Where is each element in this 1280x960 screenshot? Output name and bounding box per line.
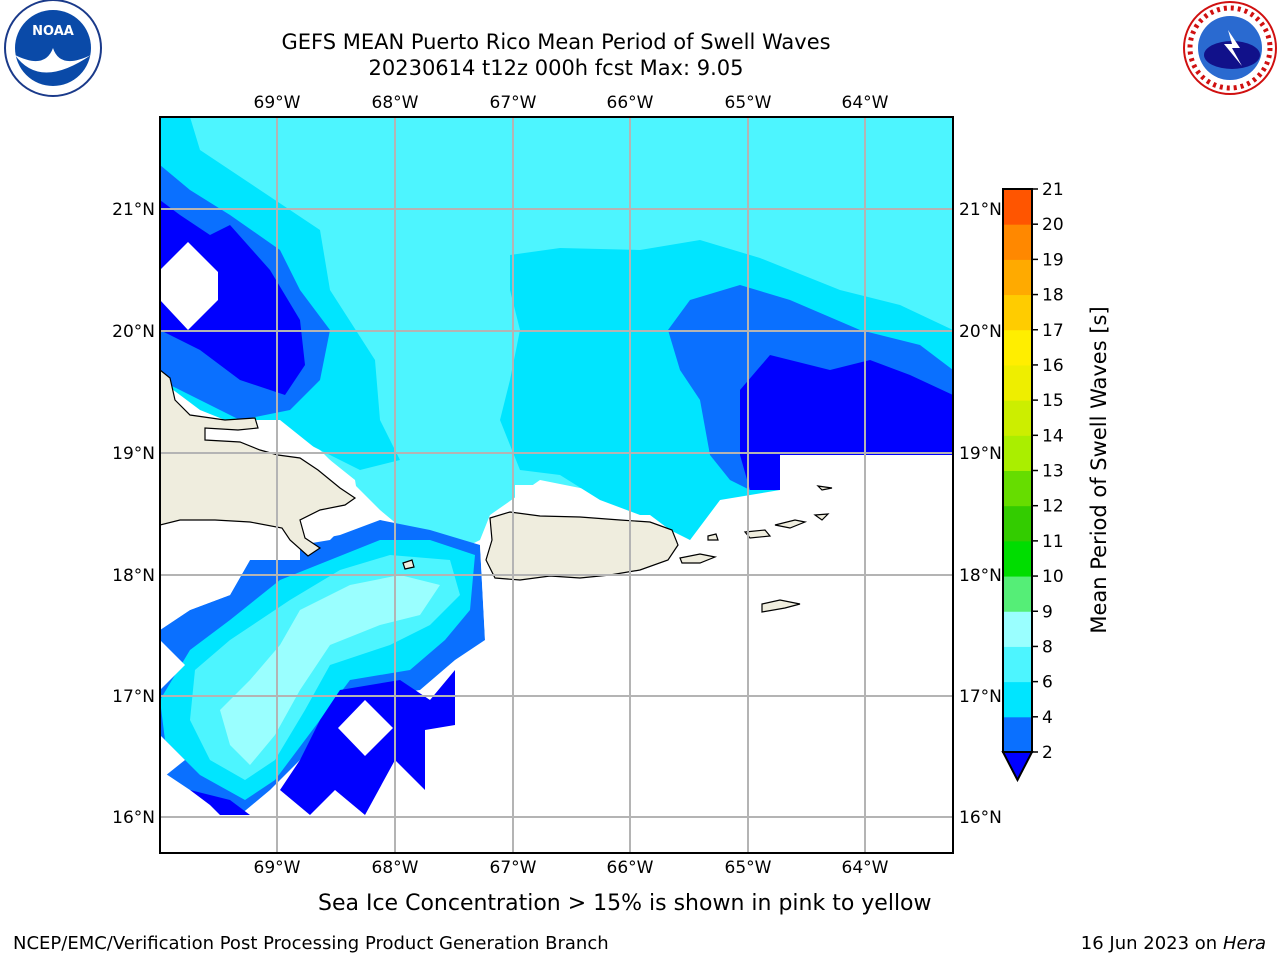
contour-under-2 xyxy=(190,790,250,815)
swell-period-field xyxy=(160,117,953,853)
colorbar-tick-label: 4 xyxy=(1042,708,1053,728)
colorbar: 2 4 6 8 9 10 11 12 13 14 15 16 17 18 19 20 21 xyxy=(1001,180,1064,783)
noaa-logo: NOAA xyxy=(4,0,102,97)
colorbar-tick-label: 9 xyxy=(1042,602,1053,622)
lon-label-top: 64°W xyxy=(842,93,889,113)
lon-label-top: 66°W xyxy=(607,93,654,113)
colorbar-segment xyxy=(1003,681,1032,718)
colorbar-segment xyxy=(1003,224,1032,260)
host-name: Hera xyxy=(1222,933,1266,954)
colorbar-segment xyxy=(1003,400,1032,436)
land-mona xyxy=(402,559,415,570)
lat-label-right: 20°N xyxy=(959,322,1002,342)
colorbar-tick-label: 16 xyxy=(1042,356,1064,376)
colorbar-label: Mean Period of Swell Waves [s] xyxy=(1087,306,1111,633)
land-virgin-islands xyxy=(707,485,833,541)
colorbar-segment xyxy=(1003,364,1032,401)
no-data-area xyxy=(160,735,185,780)
colorbar-tick-label: 15 xyxy=(1042,391,1064,411)
colorbar-tick-label: 2 xyxy=(1042,743,1053,763)
no-data-area xyxy=(338,700,393,756)
sea-ice-note: Sea Ice Concentration > 15% is shown in … xyxy=(318,891,932,916)
lon-label-top: 67°W xyxy=(490,93,537,113)
land-st-croix xyxy=(761,599,801,613)
lat-label-left: 17°N xyxy=(112,687,155,707)
lon-label-top: 68°W xyxy=(372,93,419,113)
contour-under-2 xyxy=(160,200,305,395)
land-vieques xyxy=(679,553,718,564)
colorbar-segment xyxy=(1003,646,1032,683)
colorbar-tick-label: 19 xyxy=(1042,250,1064,270)
lon-label-bottom: 69°W xyxy=(254,858,301,878)
lon-label-top: 69°W xyxy=(254,93,301,113)
colorbar-tick-label: 21 xyxy=(1042,180,1064,200)
colorbar-segment xyxy=(1003,470,1032,507)
contour-8-9 xyxy=(220,575,440,765)
lat-label-right: 17°N xyxy=(959,687,1002,707)
noaa-logo-text: NOAA xyxy=(32,24,74,39)
lon-label-bottom: 64°W xyxy=(842,858,889,878)
graticule xyxy=(160,117,953,853)
date-stamp: 16 Jun 2023 on Hera xyxy=(1081,933,1266,954)
colorbar-segment xyxy=(1003,611,1032,647)
lat-label-left: 18°N xyxy=(112,566,155,586)
lat-label-left: 20°N xyxy=(112,322,155,342)
lat-label-left: 19°N xyxy=(112,444,155,464)
no-data-area xyxy=(515,485,570,515)
lon-label-bottom: 67°W xyxy=(490,858,537,878)
lat-label-left: 21°N xyxy=(112,200,155,220)
colorbar-segment xyxy=(1003,294,1032,331)
colorbar-segment xyxy=(1003,576,1032,612)
lat-label-left: 16°N xyxy=(112,808,155,828)
colorbar-segment xyxy=(1003,716,1032,753)
lon-label-bottom: 68°W xyxy=(372,858,419,878)
map-frame xyxy=(159,116,954,854)
chart-title: GEFS MEAN Puerto Rico Mean Period of Swe… xyxy=(281,30,831,54)
colorbar-tick-label: 10 xyxy=(1042,567,1064,587)
colorbar-segment xyxy=(1003,259,1032,296)
colorbar-tick-label: 13 xyxy=(1042,462,1064,482)
colorbar-tick-label: 6 xyxy=(1042,673,1053,693)
colorbar-tick-label: 8 xyxy=(1042,637,1053,657)
colorbar-tick-label: 17 xyxy=(1042,321,1064,341)
lon-label-top: 65°W xyxy=(725,93,772,113)
no-data-area xyxy=(160,242,218,330)
lat-label-right: 18°N xyxy=(959,566,1002,586)
nws-logo xyxy=(1183,1,1277,95)
colorbar-tick-label: 20 xyxy=(1042,215,1064,235)
colorbar-tick-label: 12 xyxy=(1042,497,1064,517)
date-text: 16 Jun 2023 on xyxy=(1080,933,1218,954)
lat-label-right: 21°N xyxy=(959,200,1002,220)
chart-subtitle: 20230614 t12z 000h fcst Max: 9.05 xyxy=(368,56,744,80)
colorbar-segment xyxy=(1003,540,1032,577)
colorbar-tick-label: 14 xyxy=(1042,426,1064,446)
colorbar-segment xyxy=(1003,435,1032,471)
colorbar-segment xyxy=(1003,329,1032,366)
colorbar-segment xyxy=(1003,505,1032,542)
colorbar-tick-label: 11 xyxy=(1042,532,1064,552)
lon-label-bottom: 66°W xyxy=(607,858,654,878)
lat-label-right: 16°N xyxy=(959,808,1002,828)
colorbar-under-arrow xyxy=(1001,751,1034,783)
lat-label-right: 19°N xyxy=(959,444,1002,464)
lon-label-bottom: 65°W xyxy=(725,858,772,878)
colorbar-tick-label: 18 xyxy=(1042,286,1064,306)
credit-line: NCEP/EMC/Verification Post Processing Pr… xyxy=(13,933,609,954)
no-data-area xyxy=(160,640,185,690)
colorbar-segment xyxy=(1003,189,1032,225)
